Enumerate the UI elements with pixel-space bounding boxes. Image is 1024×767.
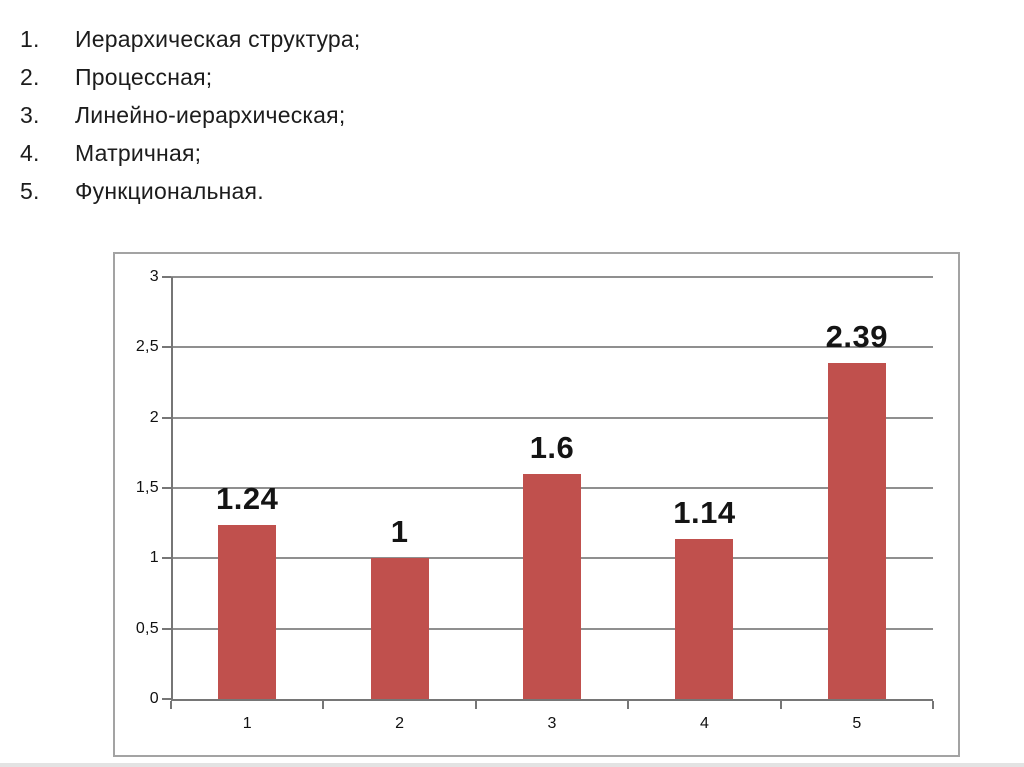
y-axis-tick-label: 0 [149,690,159,707]
bar-chart: 3 2,5 2 1,5 1 0,5 0 1.24 1 1 2 1.6 3 1.14 4 2.39 5 [113,252,960,757]
list-item-number: 5. [20,177,40,204]
list-item: 2. Процессная; [20,58,620,96]
y-axis-tick-label: 3 [149,268,159,285]
y-axis-tick [162,416,171,419]
y-axis-tick-label: 2,5 [135,338,159,356]
bar [827,362,886,699]
y-axis-tick [162,276,171,278]
numbered-list: 1. Иерархическая структура; 2. Процессна… [20,20,620,210]
y-axis-tick [162,346,171,349]
x-axis-tick [779,701,782,709]
x-axis-category-label: 4 [699,715,709,732]
bar [370,558,429,699]
bar [523,473,581,699]
bar-value-label: 1.14 [673,494,736,530]
x-axis-tick [932,701,934,709]
bar [218,524,277,699]
list-item: 4. Матричная; [20,134,620,172]
bar-value-label: 1.24 [216,480,279,516]
x-axis-category-label: 3 [547,715,557,732]
y-axis-tick-label: 2 [149,408,159,426]
list-item-text: Матричная; [75,139,202,166]
list-item-text: Линейно-иерархическая; [75,101,346,128]
slide-bottom-edge [0,763,1024,767]
y-axis-tick-label: 0,5 [135,619,159,637]
list-item-text: Функциональная. [75,177,264,204]
y-axis-tick [162,487,171,489]
bar [675,538,734,699]
list-item: 1. Иерархическая структура; [20,20,620,58]
x-axis-tick [474,701,477,709]
x-axis-category-label: 1 [242,715,252,732]
y-axis-tick [162,627,171,630]
x-axis-category-label: 5 [852,715,862,732]
list-item-text: Иерархическая структура; [75,25,361,52]
y-axis-tick [162,698,171,700]
y-axis-tick [162,557,171,560]
bar-value-label: 1 [390,514,409,550]
x-axis-category-label: 2 [395,715,405,732]
x-axis-tick [322,701,325,709]
list-item-number: 1. [20,25,40,52]
bar-value-label: 2.39 [825,318,888,354]
list-item-text: Процессная; [75,63,213,90]
y-axis-tick-label: 1 [149,549,159,567]
list-item-number: 2. [20,63,40,90]
x-axis-tick [627,701,630,709]
list-item-number: 3. [20,101,40,128]
x-axis-tick [170,701,172,709]
gridline [171,346,933,349]
y-axis-tick-label: 1,5 [135,479,159,496]
x-axis-line [171,699,933,701]
list-item-number: 4. [20,139,40,166]
bar-value-label: 1.6 [529,429,575,465]
gridline [171,276,933,278]
y-axis-line [171,277,173,701]
list-item: 5. Функциональная. [20,172,620,210]
gridline [171,416,933,419]
list-item: 3. Линейно-иерархическая; [20,96,620,134]
